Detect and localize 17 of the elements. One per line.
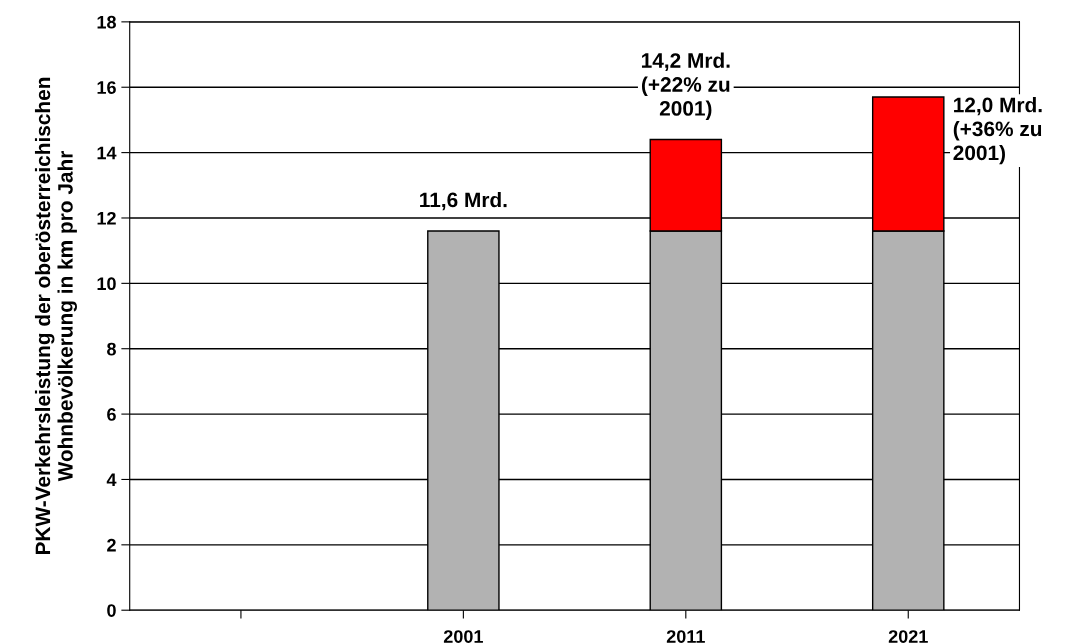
y-tick-label: 8 [107,342,116,356]
y-tick-label: 12 [97,211,116,225]
x-tick-label: 2011 [666,630,705,643]
y-tick-label: 2 [107,538,116,552]
y-tick-label: 14 [97,146,117,160]
y-tick-label: 0 [107,604,116,617]
y-axis-title: PKW-Verkehrsleistung der oberösterreichischen Wohnbevölkerung in km pro Jahr [34,77,77,555]
annotation: 12,0 Mrd. (+36% zu 2001) [953,97,1042,165]
y-tick-label: 4 [106,473,117,487]
annotation: 14,2 Mrd. (+22% zu 2001) [641,52,730,120]
annotation: 11,6 Mrd. [420,192,507,211]
x-tick-label: 2001 [443,630,483,643]
y-tick-label: 16 [97,81,116,94]
y-tick-label: 6 [107,408,116,421]
y-tick-label: 10 [97,277,116,291]
y-tick-label: 18 [97,15,116,29]
x-tick-label: 2021 [888,630,928,643]
